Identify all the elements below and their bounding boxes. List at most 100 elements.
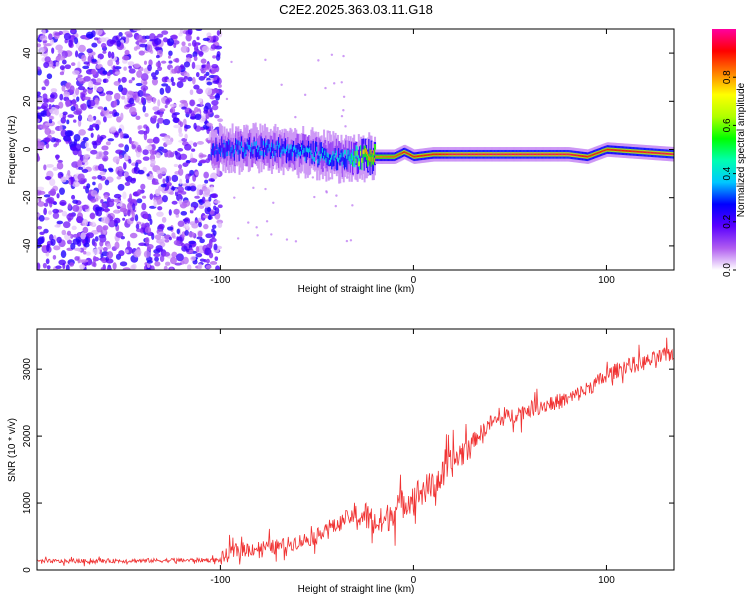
colorbar-tick-label: 0.4 — [722, 166, 733, 180]
spectrogram-cell — [281, 149, 284, 154]
spectrogram-cell — [292, 140, 295, 153]
spectrogram-cell — [215, 93, 220, 101]
spectrogram-cell — [339, 154, 342, 160]
spectrogram-cell — [192, 142, 198, 147]
spectrogram-cell — [406, 152, 409, 155]
spectrogram-cell — [102, 50, 107, 54]
spectrogram-cell — [205, 71, 210, 76]
spectrogram-cell — [277, 144, 280, 168]
spectrogram-cell — [86, 232, 94, 239]
spectrogram-cell — [440, 153, 443, 156]
spectrogram-cell — [488, 153, 491, 156]
spectrogram-cell — [344, 125, 347, 128]
spectrogram-cell — [264, 152, 267, 157]
spectrogram-cell — [85, 251, 91, 256]
spectrogram-cell — [609, 148, 612, 151]
spectrogram-cell — [84, 141, 90, 148]
spectrogram-cell — [100, 267, 106, 270]
spectrogram-cell — [268, 144, 271, 168]
spectrogram-cell — [130, 264, 136, 270]
spectrogram-cell — [77, 173, 85, 181]
spectrogram-cell — [165, 85, 171, 94]
spectrogram-cell — [345, 239, 349, 243]
spectrogram-cell — [86, 147, 92, 152]
spectrogram-cell — [151, 181, 160, 186]
spectrogram-cell — [298, 143, 301, 156]
spectrogram-cell — [372, 153, 375, 166]
spectrogram-cell — [655, 152, 658, 154]
spectrogram-cell — [595, 152, 598, 155]
spectrogram-cell — [152, 106, 160, 111]
spectrogram-cell — [217, 222, 223, 229]
spectrogram-cell — [127, 61, 135, 66]
spectrogram-cell — [181, 183, 188, 187]
spectrogram-cell — [127, 209, 131, 217]
spectrogram-cell — [633, 150, 636, 153]
spectrogram-cell — [283, 141, 286, 153]
spectrogram-cell — [424, 154, 427, 157]
spectrogram-cell — [128, 158, 132, 164]
spectrogram-cell — [179, 99, 188, 104]
spectrogram-cell — [195, 246, 200, 253]
spectrogram-cell — [83, 242, 90, 248]
spectrogram-cell — [244, 142, 247, 154]
spectrogram-cell — [221, 147, 224, 153]
spectrogram-cell — [325, 148, 328, 161]
spectrogram-cell — [45, 163, 54, 168]
spectrogram-cell — [349, 159, 352, 164]
spectrogram-cell — [409, 154, 412, 156]
spectrogram-cell — [59, 124, 63, 132]
spectrogram-cell — [46, 196, 55, 204]
spectrogram-cell — [459, 153, 462, 156]
spectrogram-cell — [155, 245, 163, 252]
spectrogram-cell — [43, 137, 51, 143]
spectrogram-cell — [173, 42, 177, 48]
spectrogram-cell — [189, 157, 197, 163]
spectrogram-cell — [103, 194, 109, 200]
spectrogram-cell — [82, 137, 89, 142]
spectrogram-cell — [193, 106, 199, 114]
spectrogram-cell — [83, 185, 87, 190]
spectrogram-cell — [216, 150, 219, 162]
spectrogram-cell — [367, 151, 370, 157]
spectrogram-cell — [581, 155, 584, 157]
spectrogram-cell — [113, 66, 122, 70]
spectrogram-cell — [194, 171, 199, 176]
spectrogram-cell — [592, 153, 595, 156]
spectrogram-panel: -100 0 100 -40 -20 0 20 40 Height of straight l… — [7, 28, 675, 295]
spectrogram-cell — [150, 158, 156, 166]
spectrogram-cell — [583, 155, 586, 158]
spectrogram-cell — [379, 155, 382, 158]
spectrogram-cell — [266, 144, 269, 157]
spectrogram-cell — [148, 59, 153, 67]
spectrogram-cell — [508, 153, 511, 156]
spectrogram-cell — [188, 140, 194, 146]
spectrogram-cell — [124, 31, 133, 36]
spectrogram-cell — [348, 149, 351, 162]
spectrogram-cell — [178, 164, 183, 169]
spectrogram-cell — [106, 267, 112, 270]
spectrogram-cell — [297, 149, 300, 155]
spectrogram-cell — [44, 127, 52, 135]
spectrogram-cell — [331, 157, 334, 170]
spectrogram-cell — [229, 140, 232, 152]
spectrogram-cell — [38, 236, 45, 245]
spectrogram-cell — [48, 119, 53, 124]
spectrogram-cell — [43, 202, 49, 207]
spectrogram-cell — [561, 153, 564, 156]
spectrogram-cell — [272, 153, 275, 158]
spectrogram-cell — [95, 29, 103, 36]
spectrogram-cell — [651, 151, 654, 154]
spectrogram-cell — [55, 61, 60, 67]
spectrogram-cell — [268, 144, 271, 149]
spectrogram-cell — [364, 147, 367, 153]
spectrogram-cell — [482, 153, 485, 156]
spectrogram-cell — [188, 249, 194, 254]
spectrogram-cell — [146, 173, 150, 177]
spectrogram-cell — [92, 141, 98, 149]
spectrogram-cell — [82, 96, 91, 101]
spectrogram-cell — [506, 153, 509, 156]
spectrogram-cell — [180, 243, 185, 248]
spectrogram-cell — [573, 154, 576, 156]
spectrogram-cell — [291, 151, 294, 157]
